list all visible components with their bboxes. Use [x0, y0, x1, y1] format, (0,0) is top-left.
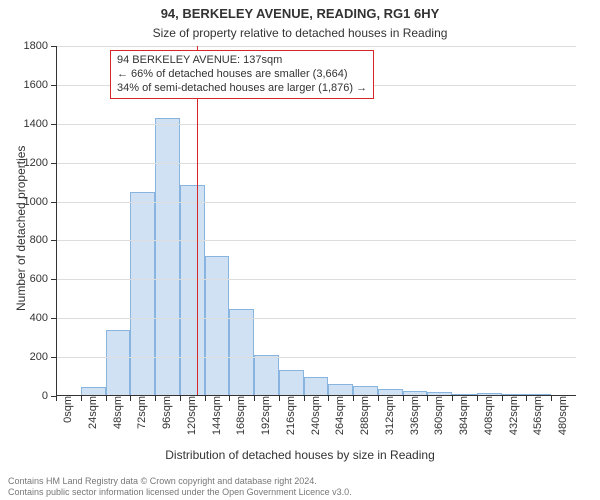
x-tick-label: 456sqm — [530, 396, 544, 435]
histogram-bar — [229, 309, 254, 397]
annotation-line: ← 66% of detached houses are smaller (3,… — [117, 68, 367, 82]
chart-title: 94, BERKELEY AVENUE, READING, RG1 6HY — [0, 6, 600, 21]
x-tick-mark — [328, 396, 329, 401]
x-tick-label: 216sqm — [283, 396, 297, 435]
y-tick-label: 1000 — [24, 196, 56, 208]
x-tick-mark — [353, 396, 354, 401]
x-tick-mark — [180, 396, 181, 401]
x-tick-label: 96sqm — [159, 396, 173, 429]
x-tick-label: 312sqm — [382, 396, 396, 435]
histogram-bar — [155, 118, 180, 396]
gridline — [56, 357, 576, 358]
x-tick-label: 288sqm — [357, 396, 371, 435]
x-tick-mark — [304, 396, 305, 401]
y-tick-label: 400 — [30, 312, 56, 324]
x-tick-label: 336sqm — [407, 396, 421, 435]
x-tick-mark — [155, 396, 156, 401]
x-tick-mark — [205, 396, 206, 401]
histogram-bar — [279, 370, 304, 396]
y-axis-line — [56, 46, 57, 396]
y-tick-label: 0 — [42, 390, 56, 402]
x-tick-mark — [106, 396, 107, 401]
x-tick-label: 432sqm — [506, 396, 520, 435]
y-tick-label: 1400 — [24, 118, 56, 130]
annotation-box: 94 BERKELEY AVENUE: 137sqm ← 66% of deta… — [110, 50, 374, 99]
x-tick-mark — [56, 396, 57, 401]
gridline — [56, 202, 576, 203]
x-tick-label: 384sqm — [456, 396, 470, 435]
x-tick-label: 408sqm — [481, 396, 495, 435]
x-tick-mark — [130, 396, 131, 401]
x-tick-label: 24sqm — [85, 396, 99, 429]
x-tick-mark — [81, 396, 82, 401]
x-tick-label: 48sqm — [110, 396, 124, 429]
x-tick-label: 264sqm — [332, 396, 346, 435]
x-tick-mark — [427, 396, 428, 401]
gridline — [56, 163, 576, 164]
x-tick-mark — [254, 396, 255, 401]
y-tick-label: 200 — [30, 351, 56, 363]
y-axis-label: Number of detached properties — [14, 146, 28, 311]
x-tick-mark — [477, 396, 478, 401]
histogram-bar — [304, 377, 329, 396]
histogram-bar — [205, 256, 230, 396]
histogram-bar — [130, 192, 155, 396]
annotation-line: 94 BERKELEY AVENUE: 137sqm — [117, 54, 367, 68]
x-tick-mark — [229, 396, 230, 401]
y-tick-label: 1800 — [24, 40, 56, 52]
footer-line: Contains HM Land Registry data © Crown c… — [8, 476, 592, 486]
gridline — [56, 124, 576, 125]
x-tick-label: 240sqm — [308, 396, 322, 435]
x-tick-mark — [502, 396, 503, 401]
x-tick-label: 192sqm — [258, 396, 272, 435]
histogram-bar — [180, 185, 205, 396]
x-tick-mark — [526, 396, 527, 401]
gridline — [56, 240, 576, 241]
x-tick-label: 0sqm — [60, 396, 74, 423]
y-tick-label: 800 — [30, 234, 56, 246]
gridline — [56, 46, 576, 47]
y-tick-label: 600 — [30, 273, 56, 285]
x-tick-mark — [452, 396, 453, 401]
x-tick-mark — [403, 396, 404, 401]
plot-area: 94 BERKELEY AVENUE: 137sqm ← 66% of deta… — [56, 46, 576, 396]
x-tick-label: 120sqm — [184, 396, 198, 435]
gridline — [56, 318, 576, 319]
x-axis-label: Distribution of detached houses by size … — [0, 448, 600, 462]
y-tick-label: 1600 — [24, 79, 56, 91]
x-tick-mark — [279, 396, 280, 401]
x-tick-mark — [378, 396, 379, 401]
footer: Contains HM Land Registry data © Crown c… — [8, 476, 592, 497]
x-tick-label: 144sqm — [209, 396, 223, 435]
chart-subtitle: Size of property relative to detached ho… — [0, 26, 600, 40]
gridline — [56, 279, 576, 280]
y-tick-label: 1200 — [24, 157, 56, 169]
x-tick-label: 72sqm — [134, 396, 148, 429]
annotation-line: 34% of semi-detached houses are larger (… — [117, 82, 367, 96]
footer-line: Contains public sector information licen… — [8, 487, 592, 497]
x-tick-label: 480sqm — [555, 396, 569, 435]
histogram-bar — [106, 330, 131, 396]
histogram-bar — [254, 355, 279, 396]
x-tick-mark — [551, 396, 552, 401]
x-tick-label: 168sqm — [233, 396, 247, 435]
x-tick-label: 360sqm — [431, 396, 445, 435]
